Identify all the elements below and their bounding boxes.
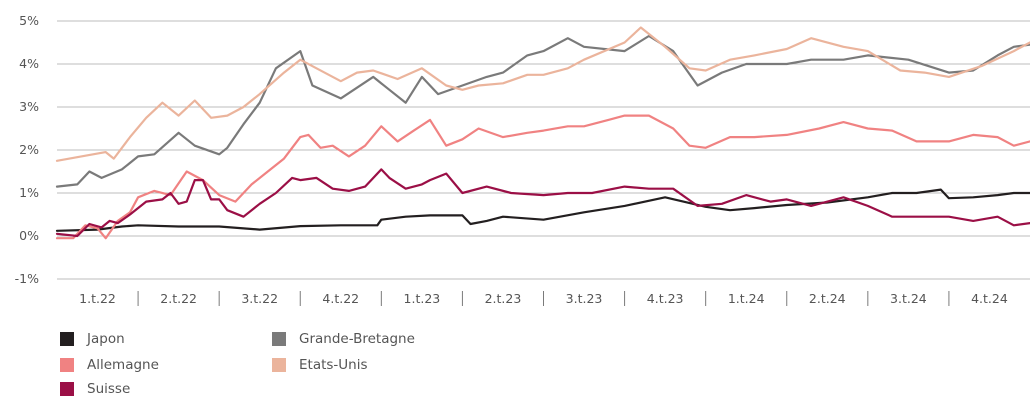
y-tick-label: 4% [19,56,39,71]
legend-swatch-etats-unis [272,358,286,372]
legend-swatch-grande-bretagne [272,332,286,346]
x-tick-label: 4.t.24 [971,291,1008,306]
series-lines [55,26,1030,240]
series-line-grande-bretagne [55,34,1030,188]
y-tick-label: 5% [19,13,39,28]
x-tick-label: 1.t.23 [404,291,441,306]
gridlines [57,20,1030,280]
legend-item-grande-bretagne: Grande-Bretagne [272,331,415,347]
y-tick-label: 2% [19,142,39,157]
legend-swatch-japon [60,332,74,346]
series-line-etats-unis [55,26,1030,162]
legend-item-allemagne: Allemagne [60,357,159,373]
legend-label-allemagne: Allemagne [87,357,159,373]
x-tick-label: 4.t.22 [322,291,359,306]
line-chart: -1% 0% 1% 2% 3% 4% 5% 1.t.22 2.t.22 3.t.22 4.t.22… [15,13,1030,306]
legend-label-japon: Japon [87,331,125,347]
y-axis-ticks: -1% 0% 1% 2% 3% 4% 5% [15,13,39,286]
legend-item-suisse: Suisse [60,381,130,397]
y-tick-label: 1% [19,185,39,200]
x-tick-label: 2.t.23 [485,291,522,306]
y-tick-label: 0% [19,228,39,243]
legend-item-etats-unis: Etats-Unis [272,357,368,373]
x-tick-label: 4.t.23 [647,291,684,306]
legend-label-grande-bretagne: Grande-Bretagne [299,331,415,347]
x-tick-label: 3.t.24 [890,291,927,306]
y-tick-label: -1% [15,271,39,286]
x-tick-label: 1.t.22 [79,291,116,306]
legend-swatch-suisse [60,382,74,396]
y-tick-label: 3% [19,99,39,114]
legend-label-etats-unis: Etats-Unis [299,357,368,373]
x-tick-label: 1.t.24 [728,291,765,306]
x-tick-label: 2.t.24 [809,291,846,306]
legend-label-suisse: Suisse [87,381,131,397]
x-tick-label: 3.t.22 [241,291,278,306]
legend-swatch-allemagne [60,358,74,372]
x-tick-label: 2.t.22 [160,291,197,306]
series-line-japon [55,188,1030,232]
x-tick-label: 3.t.23 [566,291,603,306]
series-line-suisse [55,168,1030,238]
legend-item-japon: Japon [60,331,125,347]
x-axis: 1.t.22 2.t.22 3.t.22 4.t.22 1.t.23 2.t.23 3.t.… [79,291,1008,306]
